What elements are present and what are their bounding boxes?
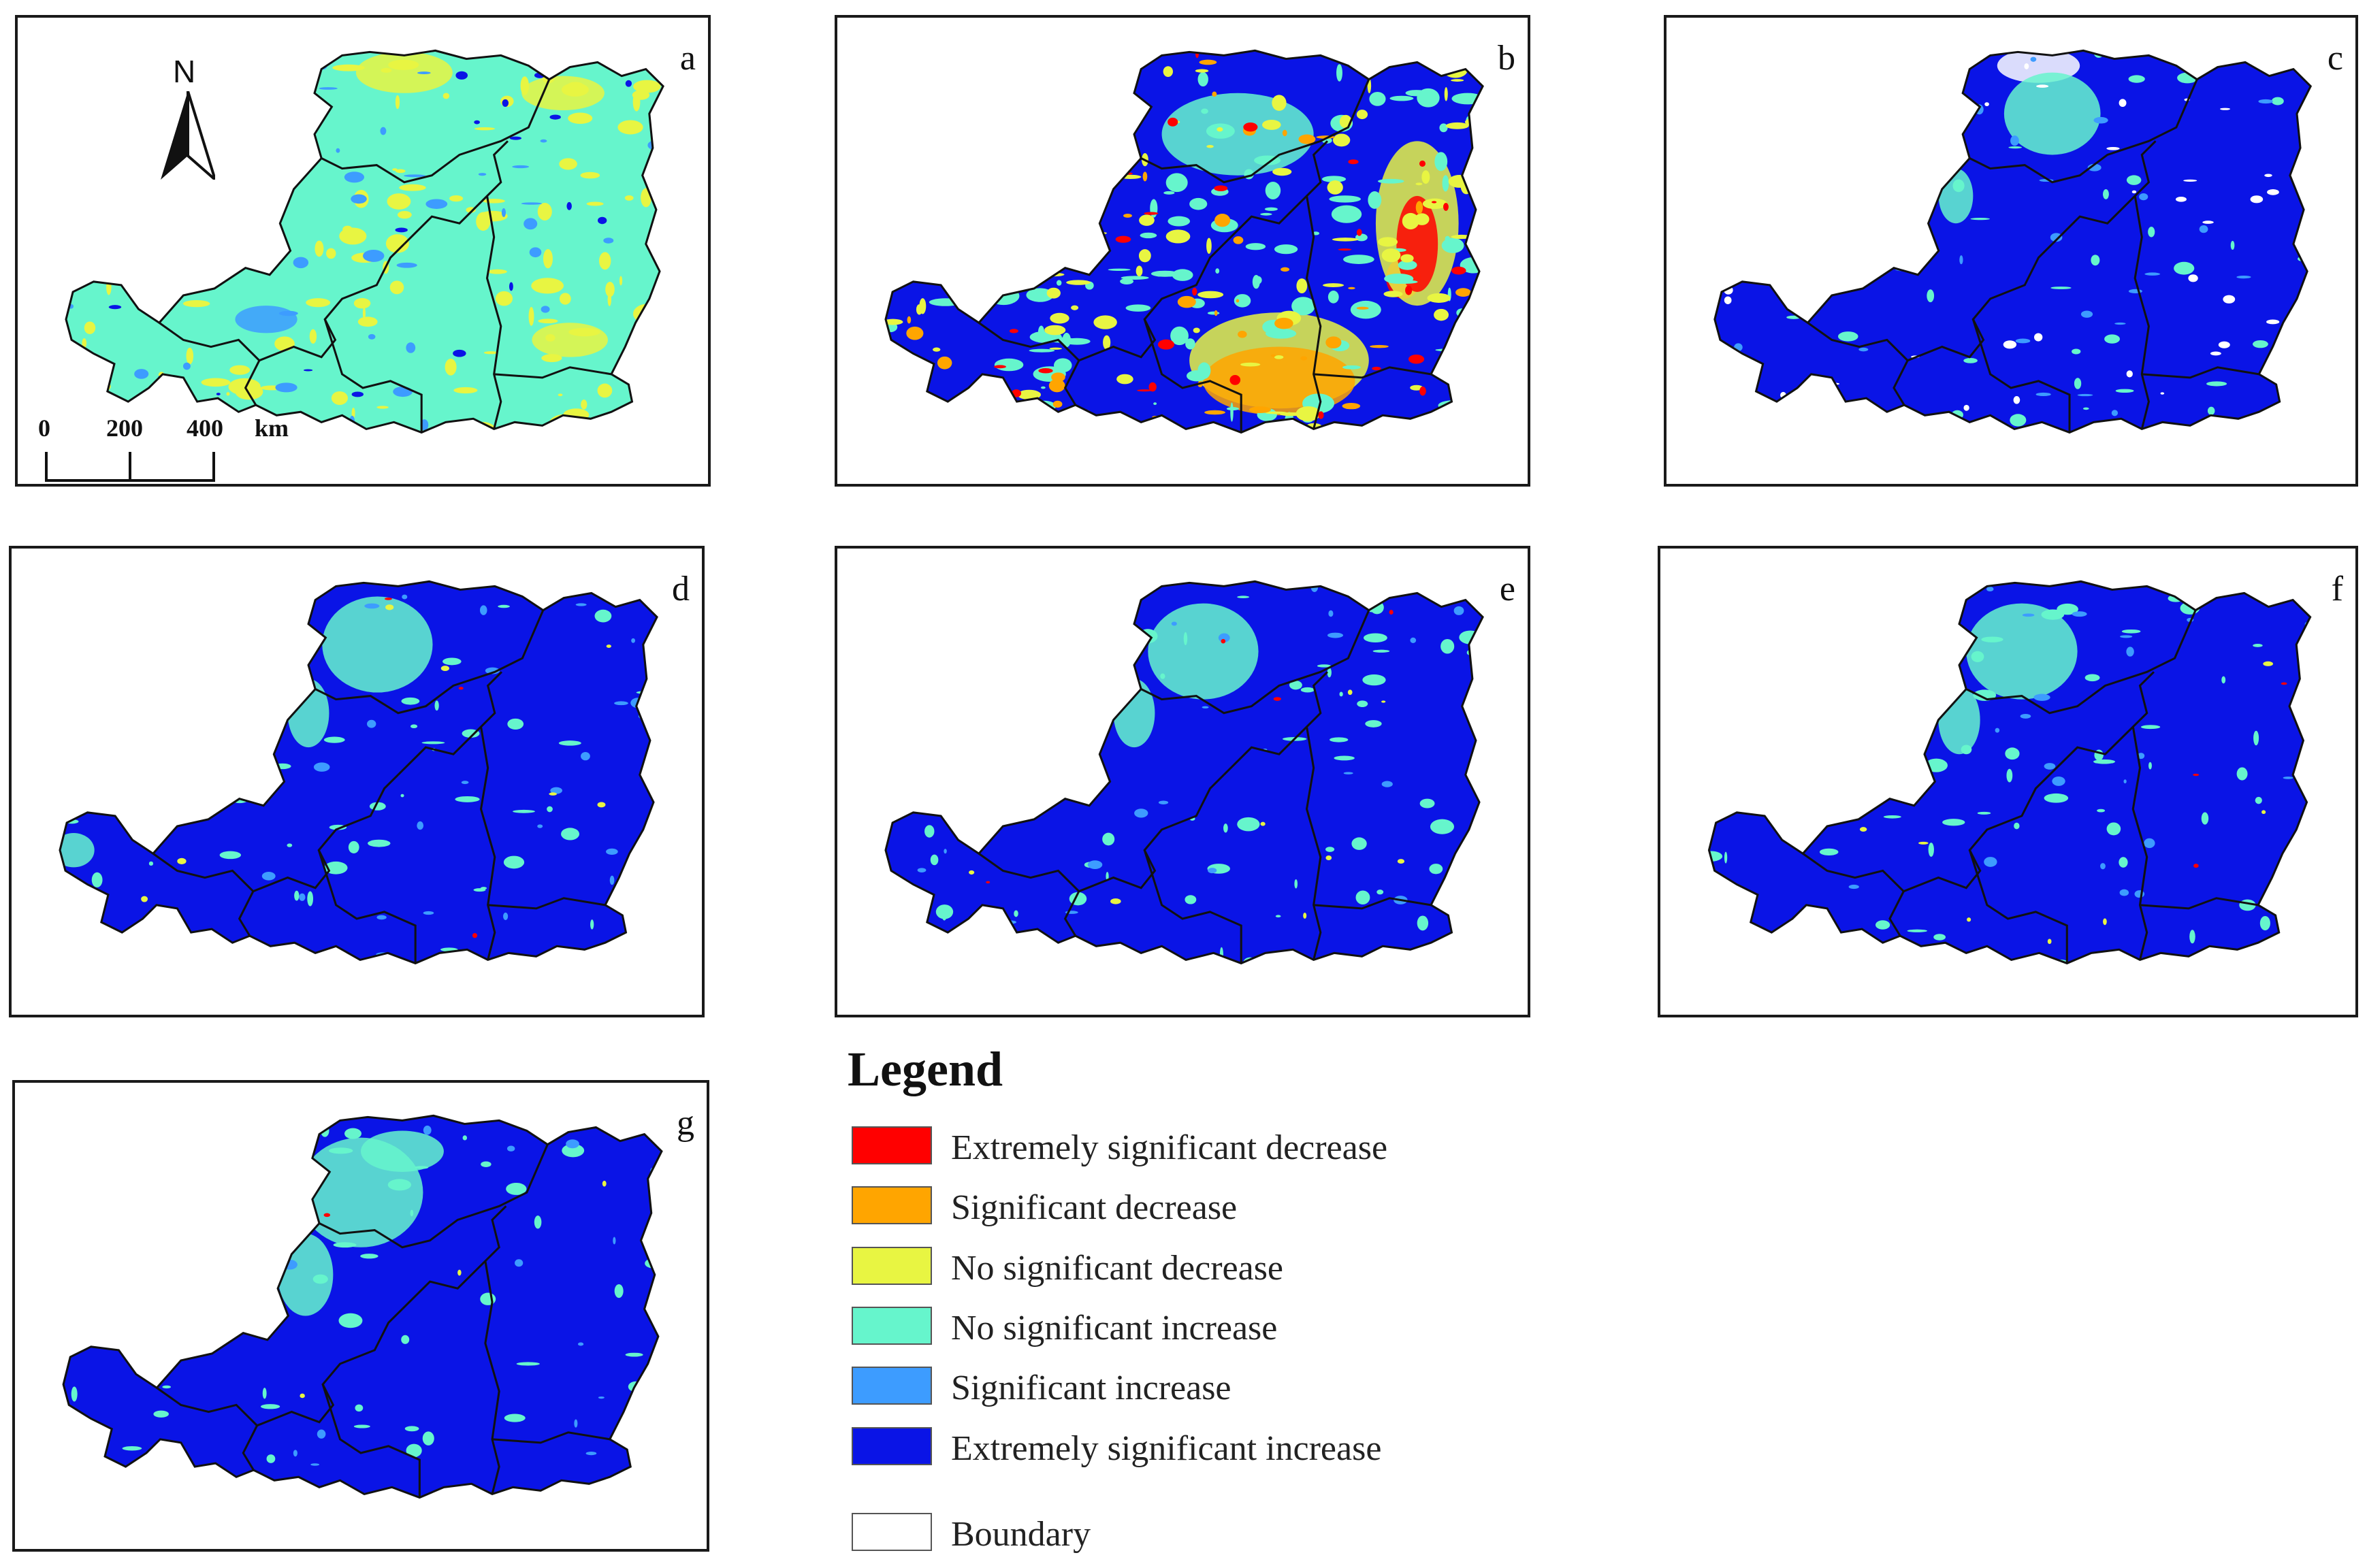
subregion-boundary — [978, 853, 1080, 936]
subregion-boundary — [1305, 726, 1322, 960]
scale-label-0: 0 — [38, 414, 50, 442]
subregion-boundary — [1140, 79, 1370, 184]
subregion-boundary — [315, 610, 545, 715]
legend-title: Legend — [848, 1042, 1003, 1096]
legend-label: Extremely significant increase — [951, 1429, 1382, 1468]
map-g — [62, 1114, 663, 1499]
legend-label: Extremely significant decrease — [951, 1128, 1388, 1167]
legend-swatch — [852, 1126, 932, 1164]
subregion-boundary — [2051, 140, 2157, 245]
subregion-boundary — [1807, 322, 1910, 406]
map-panel-b: b — [835, 15, 1530, 487]
legend: Legend Extremely significant decrease Si… — [848, 1041, 1528, 1565]
subregion-boundary — [1802, 853, 1905, 936]
subregion-boundary — [1969, 79, 2198, 184]
region-outline — [59, 580, 658, 965]
map-panel-f: f — [1658, 546, 2358, 1017]
subregion-boundary — [156, 1387, 259, 1471]
subregion-boundary — [1143, 849, 1242, 964]
legend-swatch — [852, 1427, 932, 1465]
region-outline — [884, 580, 1484, 965]
subregion-boundary — [484, 1260, 500, 1494]
subregion-boundary — [1140, 610, 1370, 715]
subregion-boundary — [2133, 195, 2150, 429]
subregion-boundary — [1223, 671, 1329, 776]
panel-label-f: f — [2331, 570, 2343, 608]
map-panel-g: g — [12, 1080, 709, 1552]
scale-label-400: 400 — [187, 414, 223, 442]
legend-swatch — [852, 1307, 932, 1345]
panel-label-d: d — [672, 570, 690, 608]
scale-bar — [45, 452, 215, 482]
map-panel-a: a N 0 200 400 km — [15, 15, 711, 487]
subregion-boundary — [1965, 610, 2197, 715]
subregion-boundary — [1305, 195, 1322, 429]
legend-item-no-significant-decrease: No significant decrease — [848, 1247, 1528, 1289]
subregion-boundary — [1143, 318, 1242, 433]
north-label: N — [173, 54, 196, 89]
legend-label: Significant decrease — [951, 1188, 1238, 1227]
map-c — [1713, 49, 2313, 434]
legend-item-significant-decrease: Significant decrease — [848, 1186, 1528, 1228]
subregion-boundary — [1078, 243, 1225, 362]
subregion-boundary — [2131, 726, 2148, 960]
legend-item-no-significant-increase: No significant increase — [848, 1307, 1528, 1349]
panel-label-c: c — [2327, 39, 2343, 78]
subregion-boundary — [317, 849, 417, 964]
legend-swatch — [852, 1186, 932, 1224]
subregion-boundary — [1313, 897, 1432, 910]
map-panel-d: d — [9, 546, 705, 1017]
subregion-boundary — [2142, 366, 2259, 379]
subregion-boundary — [494, 366, 612, 379]
subregion-boundary — [1968, 849, 2068, 964]
map-a — [65, 49, 664, 434]
subregion-boundary — [2048, 671, 2155, 776]
legend-swatch — [852, 1247, 932, 1285]
subregion-boundary — [401, 1205, 507, 1310]
subregion-boundary — [158, 322, 261, 406]
scale-label-200: 200 — [106, 414, 143, 442]
panel-label-e: e — [1499, 570, 1515, 608]
map-f — [1707, 580, 2312, 965]
subregion-boundary — [1971, 318, 2071, 433]
subregion-boundary — [2140, 897, 2259, 910]
subregion-boundary — [492, 1431, 611, 1444]
subregion-boundary — [487, 897, 606, 910]
legend-label: Significant increase — [951, 1369, 1231, 1407]
scale-label-km: km — [255, 414, 289, 442]
region-outline — [1707, 580, 2312, 965]
panel-label-g: g — [677, 1104, 694, 1143]
subregion-boundary — [319, 1144, 549, 1249]
region-outline — [62, 1114, 663, 1499]
region-outline — [884, 49, 1484, 434]
subregion-boundary — [397, 671, 503, 776]
region-outline — [65, 49, 664, 434]
map-b — [884, 49, 1484, 434]
legend-swatch — [852, 1513, 932, 1551]
subregion-boundary — [485, 195, 502, 429]
subregion-boundary — [321, 1384, 421, 1498]
north-arrow-icon — [161, 91, 215, 180]
legend-label: No significant increase — [951, 1309, 1278, 1348]
subregion-boundary — [323, 318, 423, 433]
panel-label-a: a — [679, 39, 696, 78]
region-outline — [1713, 49, 2313, 434]
legend-item-boundary: Boundary — [848, 1513, 1528, 1555]
subregion-boundary — [978, 322, 1080, 406]
subregion-boundary — [152, 853, 255, 936]
map-panel-c: c — [1664, 15, 2358, 487]
map-d — [59, 580, 658, 965]
subregion-boundary — [1313, 366, 1432, 379]
legend-item-significant-increase: Significant increase — [848, 1367, 1528, 1409]
legend-swatch — [852, 1367, 932, 1405]
subregion-boundary — [321, 79, 551, 184]
map-panel-e: e — [835, 546, 1530, 1017]
legend-item-extreme-increase: Extremely significant increase — [848, 1427, 1528, 1469]
panel-label-b: b — [1498, 39, 1515, 78]
legend-label: Boundary — [951, 1515, 1091, 1554]
legend-item-extreme-decrease: Extremely significant decrease — [848, 1126, 1528, 1169]
map-e — [884, 580, 1484, 965]
legend-label: No significant decrease — [951, 1249, 1284, 1288]
subregion-boundary — [479, 726, 496, 960]
